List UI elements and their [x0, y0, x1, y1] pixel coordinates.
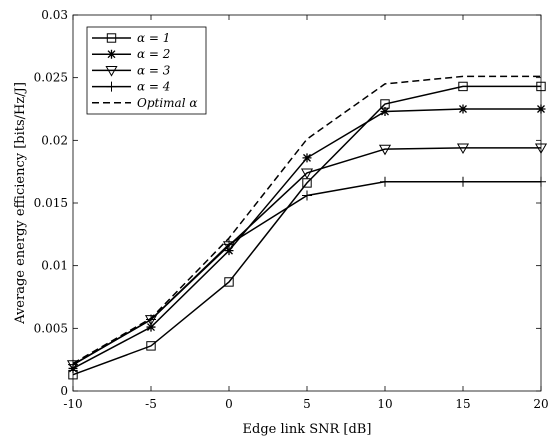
x-tick-label: 20 [533, 397, 548, 411]
series-4-point-6 [458, 176, 468, 187]
x-tick-label: 10 [377, 397, 392, 411]
legend-label-4: α = 4 [137, 80, 170, 94]
series-4-point-3 [224, 239, 234, 250]
series-2-point-5 [380, 107, 390, 117]
legend-label-2: α = 2 [137, 47, 170, 61]
chart-legend: α = 1 α = 2 α = 3 α = 4 Optimal α [86, 26, 207, 115]
y-axis-label: Average energy efficiency [bits/Hz/J] [13, 82, 28, 325]
x-tick-label: 5 [303, 397, 311, 411]
y-tick-label: 0.01 [41, 259, 68, 273]
legend-label-3: α = 3 [137, 63, 171, 77]
series-3-point-4 [300, 168, 314, 180]
series-line-5 [72, 75, 541, 365]
y-tick-label: 0.03 [41, 8, 68, 22]
legend-label-1: α = 1 [137, 31, 170, 45]
y-tick-label: 0.02 [41, 133, 68, 147]
x-tick-label: -5 [145, 397, 157, 411]
x-tick-label: -10 [63, 397, 82, 411]
chart-axes: -10 -5 0 5 10 15 20 0 0.005 0.01 0.015 0.02 0.025 0.0… [34, 8, 549, 411]
y-tick-label: 0.015 [34, 196, 68, 210]
legend-marker-3 [105, 66, 118, 77]
x-axis-label: Edge link SNR [dB] [243, 422, 372, 437]
series-2-point-4 [302, 153, 312, 163]
series-3-point-6 [456, 143, 470, 155]
y-tick-label: 0.005 [34, 321, 68, 335]
x-tick-label: 15 [455, 397, 470, 411]
series-line-1 [72, 85, 541, 376]
series-2-point-6 [458, 104, 468, 114]
legend-marker-1 [106, 33, 117, 43]
series-4-point-4 [302, 190, 312, 201]
series-4-point-2 [146, 314, 156, 325]
series-3-point-5 [378, 144, 392, 156]
y-tick-label: 0 [60, 384, 68, 398]
series-1-point-2 [146, 341, 156, 351]
series-2-point-2 [146, 322, 156, 332]
legend-marker-2 [107, 49, 116, 59]
series-4-point-5 [380, 176, 390, 187]
legend-marker-4 [106, 81, 117, 92]
x-tick-label: 0 [225, 397, 233, 411]
y-tick-label: 0.025 [34, 71, 68, 85]
legend-label-5: Optimal α [137, 96, 197, 110]
series-1-point-3 [224, 277, 234, 287]
series-1-point-6 [458, 81, 468, 92]
